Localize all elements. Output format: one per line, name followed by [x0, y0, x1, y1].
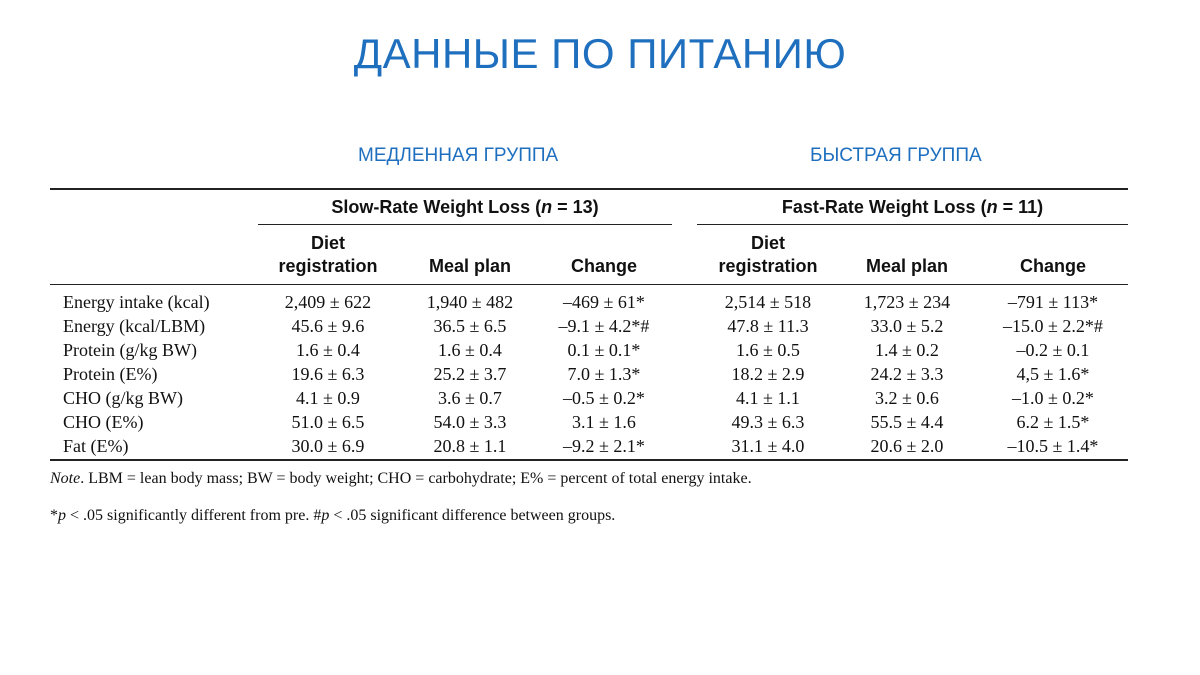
cell-fast-change: –0.2 ± 0.1 [1016, 340, 1090, 360]
row-label: CHO (g/kg BW) [63, 388, 183, 408]
table-row-fat-epct: Fat (E%) 30.0 ± 6.9 20.8 ± 1.1 –9.2 ± 2.… [0, 436, 1200, 460]
cell-slow-meal: 1.6 ± 0.4 [438, 340, 502, 360]
column-header-line1: Diet [750, 233, 785, 253]
cell-fast-change: –1.0 ± 0.2* [1012, 388, 1094, 408]
column-header-line2: Change [1019, 256, 1086, 276]
column-header-line1 [400, 232, 540, 255]
cell-fast-diet: 4.1 ± 1.1 [736, 388, 800, 408]
column-header-slow-change: Change [534, 232, 674, 278]
footnote-part3: < .05 significant difference between gro… [329, 507, 616, 524]
table-row-energy-intake: Energy intake (kcal) 2,409 ± 622 1,940 ±… [0, 292, 1200, 316]
cell-slow-diet: 1.6 ± 0.4 [296, 340, 360, 360]
cell-slow-diet: 51.0 ± 6.5 [291, 412, 365, 432]
cell-slow-change: –9.2 ± 2.1* [563, 436, 645, 456]
table-bottom-rule [50, 459, 1128, 461]
slow-group-header: Slow-Rate Weight Loss (n = 13) [258, 197, 672, 218]
cell-slow-meal: 1,940 ± 482 [426, 292, 514, 312]
cell-slow-change: 7.0 ± 1.3* [567, 364, 641, 384]
column-header-fast-diet: Diet registration [688, 232, 848, 278]
column-header-line1 [978, 232, 1128, 255]
fast-group-header-prefix: Fast-Rate Weight Loss ( [781, 197, 987, 217]
fast-group-label: БЫСТРАЯ ГРУППА [810, 145, 982, 166]
column-header-line2: registration [718, 256, 818, 276]
slow-group-header-suffix: = 13) [552, 197, 599, 217]
cell-slow-meal: 36.5 ± 6.5 [433, 316, 507, 336]
fast-group-header: Fast-Rate Weight Loss (n = 11) [697, 197, 1128, 218]
cell-fast-diet: 1.6 ± 0.5 [736, 340, 800, 360]
column-header-slow-diet: Diet registration [248, 232, 408, 278]
column-header-line2: Meal plan [865, 256, 949, 276]
cell-fast-diet: 18.2 ± 2.9 [731, 364, 805, 384]
cell-slow-change: –469 ± 61* [563, 292, 645, 312]
cell-fast-meal: 1,723 ± 234 [863, 292, 951, 312]
slow-group-header-n: n [541, 197, 553, 217]
row-label: Energy intake (kcal) [63, 292, 210, 312]
footnote-p2: p [321, 507, 330, 524]
cell-fast-meal: 1.4 ± 0.2 [875, 340, 939, 360]
note-lead: Note [50, 470, 81, 487]
column-header-line1: Diet [310, 233, 345, 253]
cell-fast-meal: 55.5 ± 4.4 [870, 412, 944, 432]
cell-fast-meal: 3.2 ± 0.6 [875, 388, 939, 408]
cell-fast-diet: 49.3 ± 6.3 [731, 412, 805, 432]
table-row-protein-gkg: Protein (g/kg BW) 1.6 ± 0.4 1.6 ± 0.4 0.… [0, 340, 1200, 364]
cell-slow-change: –0.5 ± 0.2* [563, 388, 645, 408]
cell-fast-meal: 20.6 ± 2.0 [870, 436, 944, 456]
fast-group-header-suffix: = 11) [997, 197, 1044, 217]
fast-group-header-n: n [986, 197, 998, 217]
note-text: . LBM = lean body mass; BW = body weight… [80, 470, 752, 487]
cell-slow-diet: 30.0 ± 6.9 [291, 436, 365, 456]
cell-fast-diet: 2,514 ± 518 [724, 292, 812, 312]
cell-slow-meal: 20.8 ± 1.1 [433, 436, 507, 456]
slow-group-header-prefix: Slow-Rate Weight Loss ( [331, 197, 542, 217]
cell-fast-change: –15.0 ± 2.2*# [1003, 316, 1103, 336]
cell-fast-change: –791 ± 113* [1007, 292, 1099, 312]
cell-slow-meal: 3.6 ± 0.7 [438, 388, 502, 408]
column-header-line2: Meal plan [428, 256, 512, 276]
cell-slow-diet: 4.1 ± 0.9 [296, 388, 360, 408]
table-row-energy-lbm: Energy (kcal/LBM) 45.6 ± 9.6 36.5 ± 6.5 … [0, 316, 1200, 340]
header-bottom-rule [50, 284, 1128, 285]
row-label: Energy (kcal/LBM) [63, 316, 206, 336]
column-header-line2: Change [570, 256, 637, 276]
cell-slow-change: 0.1 ± 0.1* [567, 340, 641, 360]
cell-slow-diet: 19.6 ± 6.3 [291, 364, 365, 384]
cell-fast-diet: 47.8 ± 11.3 [727, 316, 809, 336]
cell-slow-diet: 2,409 ± 622 [284, 292, 372, 312]
table-note: Note. LBM = lean body mass; BW = body we… [50, 470, 752, 488]
cell-slow-change: 3.1 ± 1.6 [572, 412, 636, 432]
cell-slow-meal: 54.0 ± 3.3 [433, 412, 507, 432]
table-row-cho-gkg: CHO (g/kg BW) 4.1 ± 0.9 3.6 ± 0.7 –0.5 ±… [0, 388, 1200, 412]
table-row-cho-epct: CHO (E%) 51.0 ± 6.5 54.0 ± 3.3 3.1 ± 1.6… [0, 412, 1200, 436]
cell-fast-meal: 33.0 ± 5.2 [870, 316, 944, 336]
row-label: Fat (E%) [63, 436, 129, 456]
row-label: Protein (E%) [63, 364, 158, 384]
footnote-part2: < .05 significantly different from pre. … [66, 507, 322, 524]
column-header-fast-change: Change [978, 232, 1128, 278]
column-header-slow-meal: Meal plan [400, 232, 540, 278]
cell-slow-diet: 45.6 ± 9.6 [291, 316, 365, 336]
table-footnote: *p < .05 significantly different from pr… [50, 507, 615, 525]
column-header-line1 [534, 232, 674, 255]
fast-group-underline [697, 224, 1128, 225]
slow-group-underline [258, 224, 672, 225]
row-label: Protein (g/kg BW) [63, 340, 197, 360]
slide-title: ДАННЫЕ ПО ПИТАНИЮ [353, 30, 847, 77]
column-header-line1 [837, 232, 977, 255]
cell-fast-diet: 31.1 ± 4.0 [731, 436, 805, 456]
cell-slow-change: –9.1 ± 4.2*# [558, 316, 650, 336]
footnote-p1: p [58, 507, 66, 524]
column-header-line2: registration [278, 256, 378, 276]
row-label: CHO (E%) [63, 412, 144, 432]
cell-fast-change: 6.2 ± 1.5* [1016, 412, 1090, 432]
table-row-protein-epct: Protein (E%) 19.6 ± 6.3 25.2 ± 3.7 7.0 ±… [0, 364, 1200, 388]
cell-fast-change: –10.5 ± 1.4* [1007, 436, 1099, 456]
footnote-part1: * [50, 507, 58, 524]
column-header-fast-meal: Meal plan [837, 232, 977, 278]
cell-fast-change: 4,5 ± 1.6* [1016, 364, 1090, 384]
slow-group-label: МЕДЛЕННАЯ ГРУППА [358, 145, 559, 166]
cell-slow-meal: 25.2 ± 3.7 [433, 364, 507, 384]
cell-fast-meal: 24.2 ± 3.3 [870, 364, 944, 384]
table-top-rule [50, 188, 1128, 190]
